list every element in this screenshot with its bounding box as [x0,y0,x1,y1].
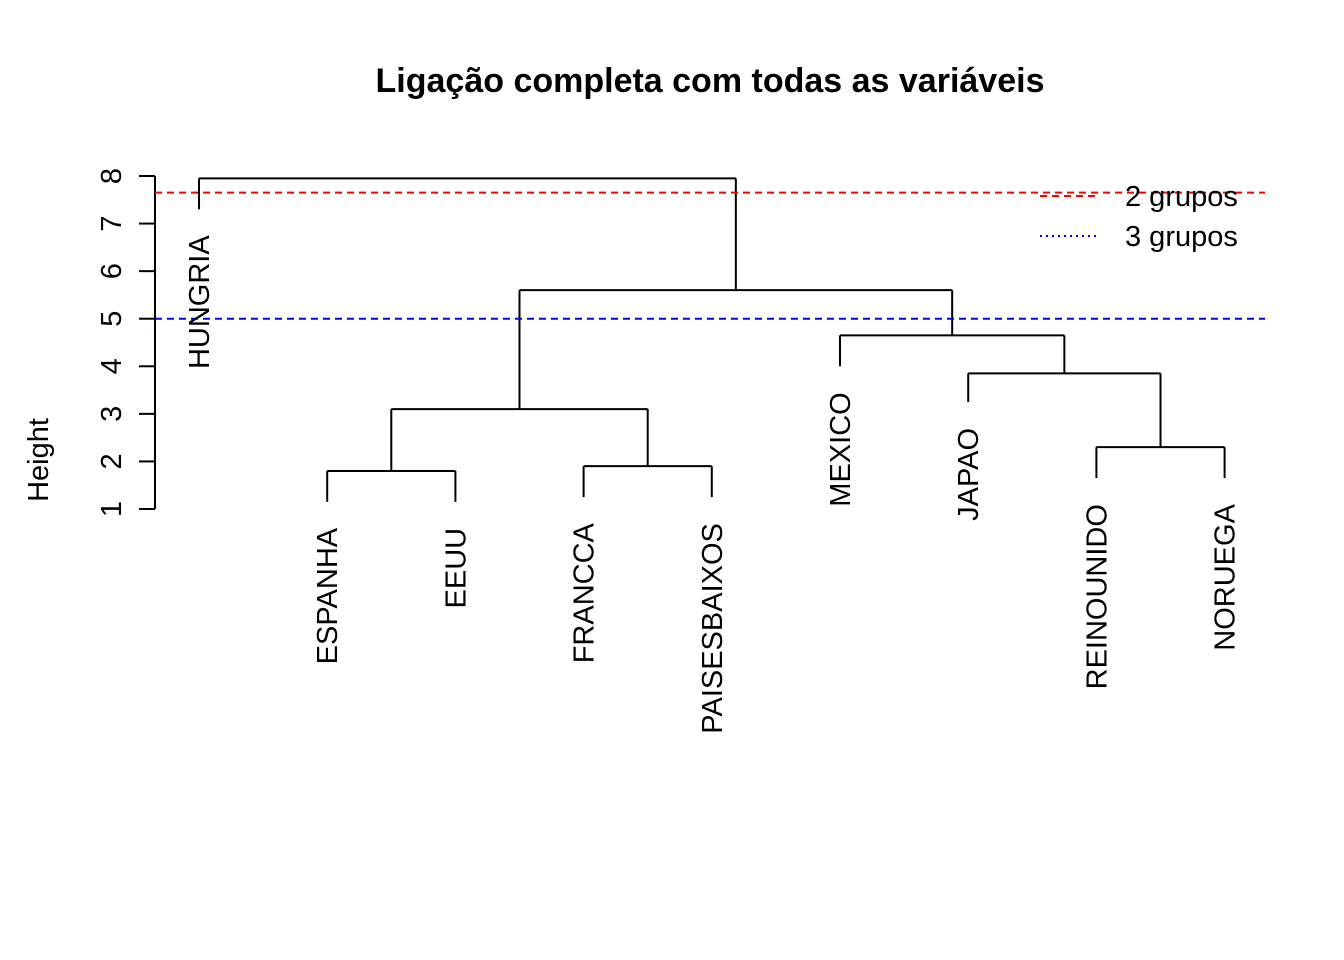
y-axis-label: Height [23,418,55,502]
leaf-label-reinounido: REINOUNIDO [1081,504,1113,689]
y-tick-label-4: 4 [96,358,128,374]
y-tick-label-5: 5 [96,311,128,327]
leaf-label-paisesbaixos: PAISESBAIXOS [697,523,729,734]
dendrogram-tree [198,177,1226,502]
y-axis: 1 2 3 4 5 6 7 8 [96,168,156,517]
legend-label-1: 3 grupos [1125,221,1238,253]
leaf-label-espanha: ESPANHA [312,527,344,664]
y-tick-label-8: 8 [96,168,128,184]
cut-lines [155,191,1265,320]
leaf-label-noruega: NORUEGA [1210,503,1242,650]
leaf-label-hungria: HUNGRIA [184,235,216,369]
y-tick-label-1: 1 [96,501,128,517]
leaf-label-japao: JAPAO [953,428,985,521]
y-tick-label-6: 6 [96,263,128,279]
leaf-label-francca: FRANCCA [569,522,601,663]
y-tick-label-2: 2 [96,453,128,469]
leaf-label-mexico: MEXICO [825,392,857,506]
legend-label-0: 2 grupos [1125,181,1238,213]
y-tick-label-7: 7 [96,216,128,232]
y-tick-label-3: 3 [96,406,128,422]
chart-title: Ligação completa com todas as variáveis [376,62,1045,100]
legend: 2 grupos 3 grupos [1040,181,1238,253]
leaf-labels: HUNGRIA ESPANHA EEUU FRANCCA PAISESBAIXOS MEX… [184,235,1242,734]
leaf-label-eeuu: EEUU [440,528,472,609]
